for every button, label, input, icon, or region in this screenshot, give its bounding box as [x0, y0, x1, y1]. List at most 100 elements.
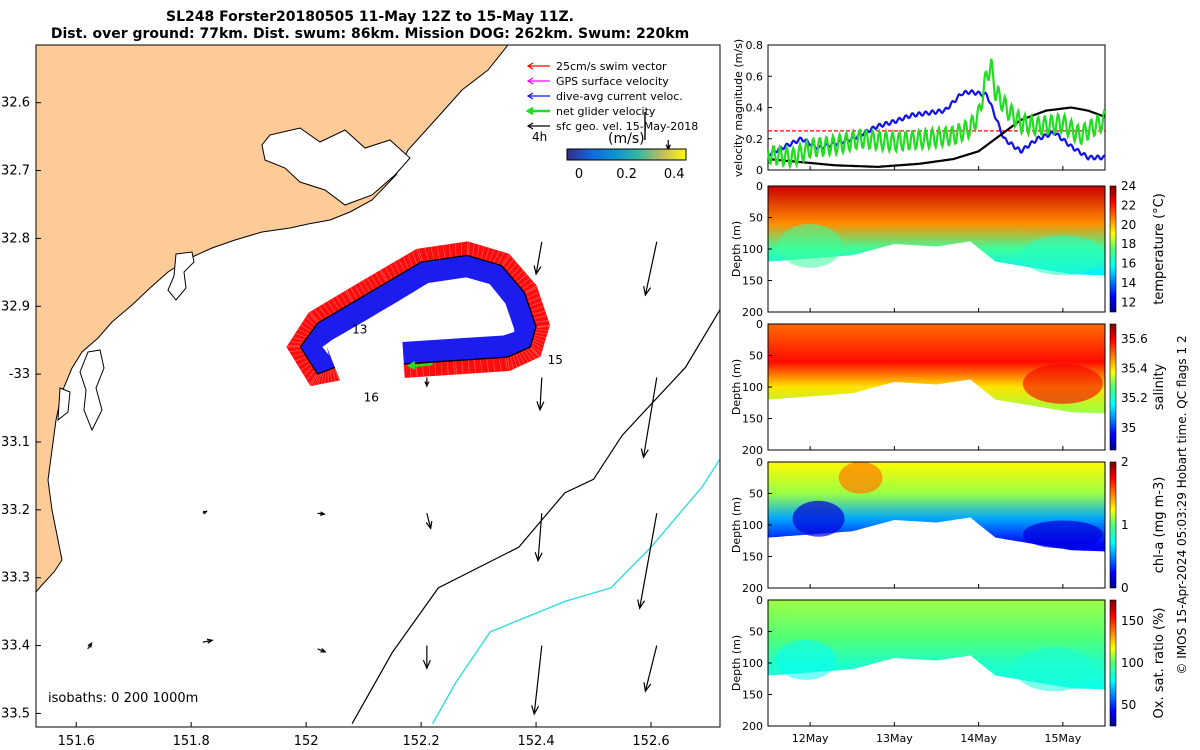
swim-vector — [524, 285, 537, 293]
isobath-legend-label: isobaths: 0 200 1000m — [48, 691, 198, 706]
geo-arrow-head — [533, 265, 542, 276]
swim-vector — [529, 301, 543, 307]
swim-vector — [331, 298, 340, 311]
legend-item: 25cm/s swim vector — [526, 60, 667, 73]
map-plot-area: 13 15 16 — [36, 45, 720, 727]
chl-low-patch — [792, 500, 845, 537]
section-colorbar-tick-label: 150 — [1121, 614, 1144, 628]
swim-vector — [449, 244, 451, 258]
swim-vector — [411, 251, 418, 265]
legend-label: dive-avg current veloc. — [556, 90, 683, 103]
net-glider-velocity-arrow — [406, 360, 433, 370]
swim-vector — [305, 316, 316, 327]
legend-swatch-head — [526, 92, 534, 100]
swim-vector-hatching — [286, 241, 551, 387]
geo-arrow-shaft — [537, 513, 543, 561]
swim-vector — [453, 360, 455, 375]
swim-vector — [329, 369, 333, 383]
map-y-tick-label: 32.6 — [1, 96, 30, 111]
swim-vector — [416, 248, 422, 263]
swim-vector — [497, 252, 505, 265]
glider-track-line — [299, 254, 537, 375]
geo-arrow-shaft — [644, 645, 658, 692]
legend-label: sfc geo. vel. 15-May-2018 — [556, 120, 698, 133]
geo-arrow-shaft — [202, 639, 213, 643]
map-y-tick-label: -33 — [9, 367, 30, 382]
section-colorbar-tick-label: 1 — [1121, 518, 1129, 532]
swim-vector — [358, 282, 367, 295]
velocity-y-axis-label: velocity magnitude (m/s) — [732, 39, 745, 177]
swim-vector — [292, 337, 306, 341]
swim-vector — [466, 241, 468, 256]
geo-velocity-arrow — [87, 641, 93, 650]
swim-vector — [295, 332, 308, 338]
map-x-tick-label: 152.2 — [402, 734, 439, 749]
swim-vector — [289, 349, 303, 352]
swim-vector — [498, 357, 502, 372]
legend-item: net glider velocity — [525, 105, 656, 118]
net-velocity-shaft — [412, 362, 433, 368]
swim-vector — [504, 357, 508, 372]
legend-item: sfc geo. vel. 15-May-2018 — [526, 120, 698, 133]
speed-colorbar-tick-label: 0 — [575, 167, 583, 182]
section-y-tick-label: 100 — [742, 243, 763, 256]
geo-velocity-arrow — [637, 513, 658, 610]
net-velocity-head — [406, 360, 416, 370]
swim-vector — [536, 324, 551, 327]
geo-arrow-head — [87, 641, 93, 648]
swim-vector — [502, 254, 511, 267]
swim-vector — [532, 339, 545, 346]
swim-vector — [314, 308, 324, 321]
swim-vector — [492, 358, 496, 372]
swim-vector — [472, 243, 475, 258]
swim-vector-band — [286, 241, 550, 387]
swim-vector — [379, 270, 387, 283]
section-colorbar-tick-label: 35 — [1121, 421, 1136, 435]
geo-velocity-arrow — [425, 513, 433, 530]
geo-arrow-head — [643, 682, 652, 693]
map-x-tick-label: 151.8 — [173, 734, 210, 749]
temperature-cool-patch — [778, 223, 843, 268]
section-y-tick-label: 100 — [742, 657, 763, 670]
section-data-field — [768, 324, 1105, 414]
track-day-label: 16 — [364, 390, 379, 404]
speed-colorbar-label: (m/s) — [608, 131, 645, 147]
legend-swatch-head — [526, 122, 534, 130]
geo-arrow-shaft — [644, 241, 658, 296]
section-colorbar — [1109, 323, 1117, 451]
chart-title-line-1: SL248 Forster20180505 11-May 12Z to 15-M… — [166, 9, 574, 25]
map-legend: 25cm/s swim vector GPS surface velocity di… — [525, 60, 698, 182]
speed-colorbar-tick-label: 0.4 — [664, 167, 685, 182]
section-colorbar-tick-label: 35.4 — [1121, 361, 1148, 375]
section-y-tick-label: 150 — [742, 413, 763, 426]
geo-arrow-shaft — [533, 645, 543, 715]
chl-high-patch — [838, 461, 883, 494]
section-colorbar-tick-label: 0 — [1121, 581, 1129, 595]
section-colorbar-label: temperature (°C) — [1152, 193, 1167, 305]
section-y-tick-label: 200 — [742, 720, 763, 733]
swim-vector — [523, 349, 533, 361]
swim-vector — [526, 291, 540, 299]
map-y-tick-label: 33.4 — [1, 639, 30, 654]
swim-vector — [501, 253, 510, 266]
swim-vector — [455, 243, 457, 258]
map-y-tick-label: 33.1 — [1, 435, 30, 450]
section-colorbar-label: Ox. sat. ratio (%) — [1152, 608, 1167, 719]
swim-vector — [306, 369, 316, 381]
geo-velocity-arrow — [640, 377, 658, 459]
geo-velocity-arrow — [643, 241, 658, 297]
section-y-tick-label: 150 — [742, 551, 763, 564]
swim-vector — [310, 373, 318, 387]
swim-vector — [507, 357, 511, 371]
geo-velocity-arrow — [534, 513, 543, 563]
swim-vector — [509, 355, 514, 370]
geo-arrow-shaft — [642, 377, 658, 458]
swim-vector — [535, 326, 550, 328]
map-y-tick-label: 32.9 — [1, 299, 30, 314]
swim-vector — [436, 245, 440, 260]
velocity-series-line — [768, 106, 1106, 169]
map-x-tick-label: 152 — [294, 734, 319, 749]
section-x-tick-label: 14May — [960, 732, 997, 745]
section-y-tick-label: 200 — [742, 444, 763, 457]
